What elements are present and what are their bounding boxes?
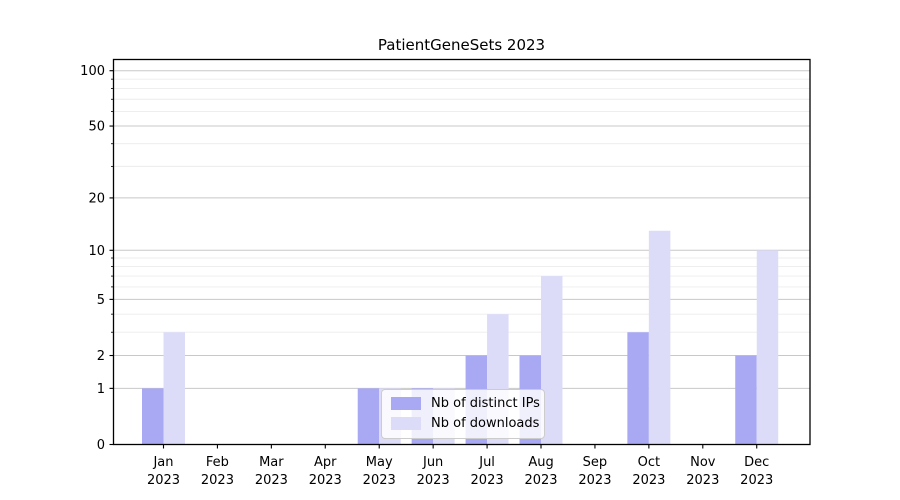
y-tick-label: 50 [88,120,105,135]
bar-distinct-ips-Dec [735,355,757,445]
x-tick-label-month: Jan [152,455,173,470]
legend-label-downloads: Nb of downloads [431,416,540,431]
axes-spines [112,58,811,446]
x-tick-label-year: 2023 [309,473,342,488]
bar-downloads-Jan [163,332,185,445]
x-tick-label-year: 2023 [740,473,773,488]
x-tick-label-month: Aug [528,455,553,470]
x-tick-label-month: Feb [206,455,229,470]
x-tick-label-month: Jul [478,455,495,470]
y-tick-label: 5 [97,293,105,308]
x-tick-label-year: 2023 [363,473,396,488]
y-tick-label: 2 [97,349,105,364]
y-tick-label: 20 [88,191,105,206]
legend: Nb of distinct IPs Nb of downloads [381,389,545,439]
x-tick-label-year: 2023 [471,473,504,488]
x-tick-label-year: 2023 [578,473,611,488]
chart-title: PatientGeneSets 2023 [377,36,546,54]
bar-distinct-ips-Jan [142,388,164,445]
x-tick-label-month: Apr [314,455,337,470]
x-tick-label-year: 2023 [417,473,450,488]
y-tick-label: 100 [80,64,105,79]
legend-item-distinct-ips: Nb of distinct IPs [391,396,540,411]
legend-swatch-distinct-ips [391,397,421,410]
x-tick-label-month: Mar [259,455,284,470]
bar-distinct-ips-May [357,388,380,445]
x-tick-label-year: 2023 [524,473,557,488]
x-tick-label-month: Nov [690,455,716,470]
x-tick-label-year: 2023 [255,473,288,488]
bar-downloads-Aug [541,276,563,445]
legend-swatch-downloads [391,417,421,430]
y-tick-label: 1 [97,382,105,397]
x-tick-label-year: 2023 [201,473,234,488]
bar-downloads-Oct [648,230,671,445]
y-tick-label: 10 [88,244,105,259]
x-tick-label-month: Jun [422,455,443,470]
legend-item-downloads: Nb of downloads [391,416,539,431]
x-tick-label-year: 2023 [632,473,665,488]
x-tick-label-month: May [366,455,393,470]
y-tick-label: 0 [97,438,105,453]
legend-label-distinct-ips: Nb of distinct IPs [431,396,540,411]
x-tick-label-month: Dec [744,455,769,470]
bar-distinct-ips-Oct [627,332,649,445]
x-tick-label-year: 2023 [686,473,719,488]
x-tick-label-month: Sep [583,455,608,470]
bar-downloads-Dec [756,250,779,445]
x-tick-label-month: Oct [638,455,660,470]
x-tick-label-year: 2023 [147,473,180,488]
